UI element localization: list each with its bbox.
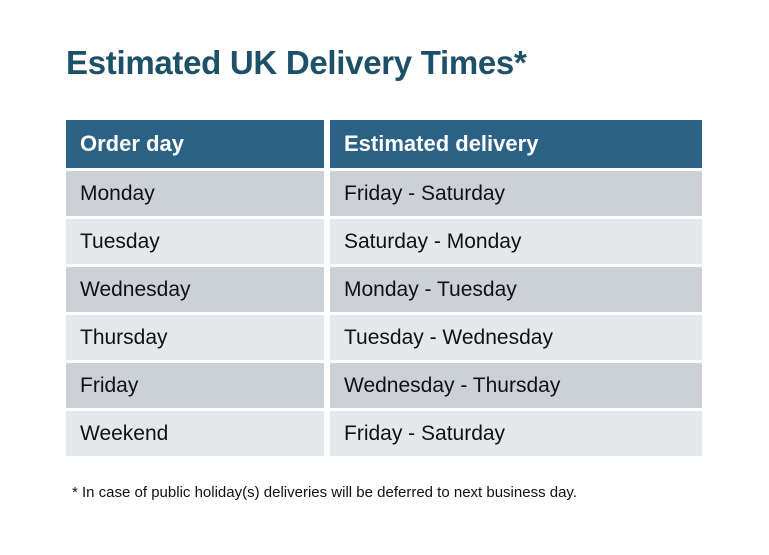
- cell-order-day: Weekend: [66, 411, 324, 456]
- cell-estimated-delivery: Monday - Tuesday: [330, 267, 702, 312]
- table-row: Tuesday Saturday - Monday: [66, 219, 702, 264]
- cell-order-day: Wednesday: [66, 267, 324, 312]
- cell-estimated-delivery: Tuesday - Wednesday: [330, 315, 702, 360]
- table-row: Friday Wednesday - Thursday: [66, 363, 702, 408]
- column-header-order-day: Order day: [66, 120, 324, 168]
- page-title: Estimated UK Delivery Times*: [66, 44, 527, 81]
- cell-estimated-delivery: Friday - Saturday: [330, 411, 702, 456]
- table-row: Monday Friday - Saturday: [66, 171, 702, 216]
- footnote: * In case of public holiday(s) deliverie…: [72, 484, 577, 501]
- cell-estimated-delivery: Wednesday - Thursday: [330, 363, 702, 408]
- cell-order-day: Thursday: [66, 315, 324, 360]
- table-header-row: Order day Estimated delivery: [66, 120, 702, 168]
- table-row: Wednesday Monday - Tuesday: [66, 267, 702, 312]
- column-header-estimated-delivery: Estimated delivery: [330, 120, 702, 168]
- cell-order-day: Friday: [66, 363, 324, 408]
- table-row: Weekend Friday - Saturday: [66, 411, 702, 456]
- cell-estimated-delivery: Friday - Saturday: [330, 171, 702, 216]
- delivery-times-table: Order day Estimated delivery Monday Frid…: [66, 120, 702, 456]
- cell-order-day: Monday: [66, 171, 324, 216]
- table-row: Thursday Tuesday - Wednesday: [66, 315, 702, 360]
- cell-order-day: Tuesday: [66, 219, 324, 264]
- cell-estimated-delivery: Saturday - Monday: [330, 219, 702, 264]
